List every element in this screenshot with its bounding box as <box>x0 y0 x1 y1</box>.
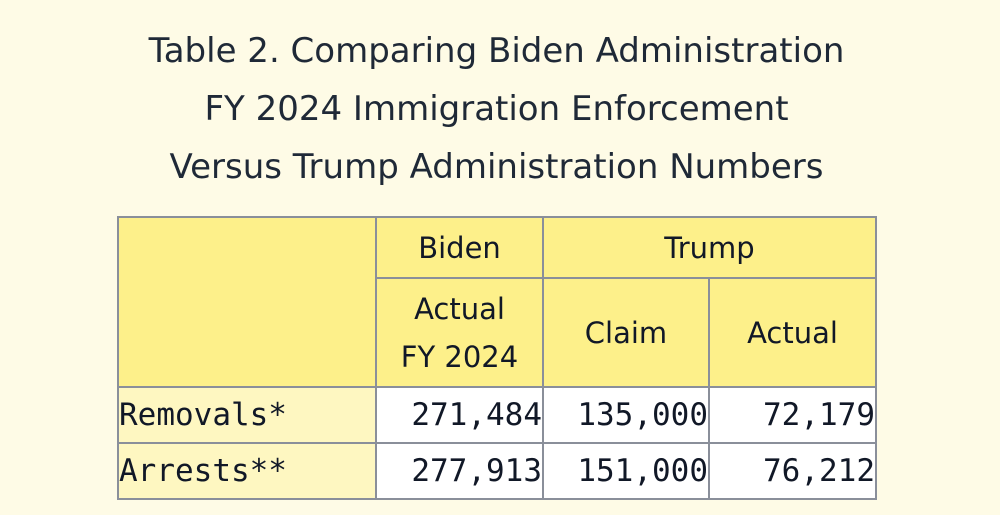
cell-arrests-trump-claim: 151,000 <box>542 442 710 500</box>
title-line-2: FY 2024 Immigration Enforcement <box>204 89 789 129</box>
header-trump-actual: Actual <box>708 277 877 388</box>
header-corner-cell <box>117 216 377 388</box>
cell-removals-trump-claim: 135,000 <box>542 386 710 444</box>
table-row: Removals* 271,484 135,000 72,179 <box>117 386 877 444</box>
header-biden: Biden <box>375 216 544 279</box>
title-line-1: Table 2. Comparing Biden Administration <box>148 31 845 71</box>
header-biden-actual-line-2: FY 2024 <box>400 339 519 374</box>
enforcement-table: Biden Trump Actual FY 2024 Claim Actual … <box>117 216 877 500</box>
cell-removals-trump-actual: 72,179 <box>708 386 877 444</box>
row-label-removals: Removals* <box>117 386 377 444</box>
row-label-arrests: Arrests** <box>117 442 377 500</box>
cell-removals-biden-actual: 271,484 <box>375 386 544 444</box>
header-biden-actual-fy2024: Actual FY 2024 <box>375 277 544 388</box>
header-biden-actual-line-1: Actual <box>414 291 505 326</box>
header-trump-claim: Claim <box>542 277 710 388</box>
table-title: Table 2. Comparing Biden Administration … <box>0 22 993 196</box>
cell-arrests-trump-actual: 76,212 <box>708 442 877 500</box>
header-trump: Trump <box>542 216 877 279</box>
cell-arrests-biden-actual: 277,913 <box>375 442 544 500</box>
header-row-groups: Biden Trump <box>117 216 877 388</box>
title-line-3: Versus Trump Administration Numbers <box>169 147 824 187</box>
table-row: Arrests** 277,913 151,000 76,212 <box>117 442 877 500</box>
header-row-subheaders: Actual FY 2024 Claim Actual <box>118 277 877 388</box>
